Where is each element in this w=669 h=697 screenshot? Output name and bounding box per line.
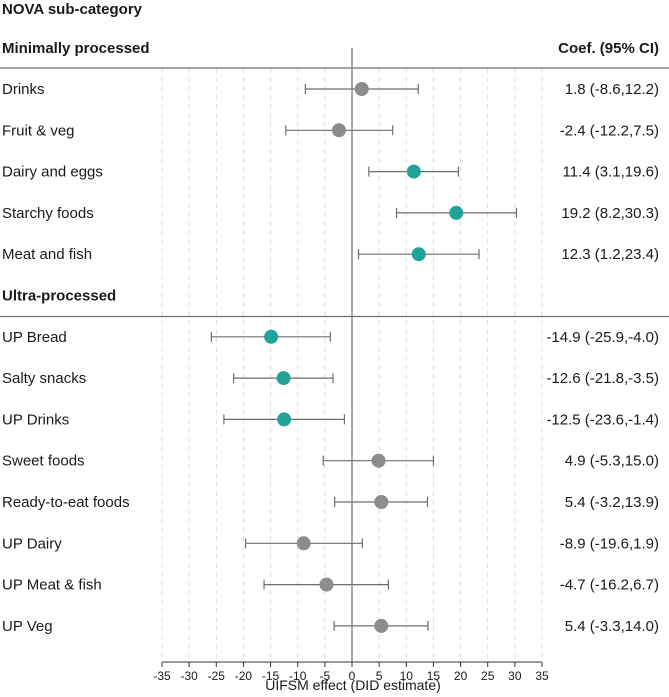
point-estimate (411, 247, 426, 262)
coef-value: -12.5 (-23.6,-1.4) (546, 411, 659, 428)
coef-value: -12.6 (-21.8,-3.5) (546, 370, 659, 387)
point-estimate (371, 453, 386, 468)
coef-value: 11.4 (3.1,19.6) (563, 164, 659, 181)
x-tick-label: 15 (427, 669, 441, 683)
point-estimate (296, 536, 311, 551)
x-tick-label: 10 (400, 669, 414, 683)
row-label: Ready-to-eat foods (2, 494, 130, 511)
row-label: Sweet foods (2, 453, 85, 470)
chart-title: NOVA sub-category (2, 1, 143, 18)
coef-value: -2.4 (-12.2,7.5) (560, 122, 659, 139)
point-estimate (277, 412, 292, 427)
x-axis: -35 -30 -25 -20 -15 -10 -5 0 5 10 15 20 25 30 35 (153, 661, 549, 683)
coef-value: 1.8 (-8.6,12.2) (565, 81, 659, 98)
coef-value: -14.9 (-25.9,-4.0) (546, 329, 659, 346)
x-tick-label: -35 (153, 669, 171, 683)
x-tick-label: -25 (208, 669, 226, 683)
row-label: UP Bread (2, 329, 67, 346)
x-tick-label: -20 (235, 669, 253, 683)
x-tick-label: -15 (262, 669, 280, 683)
x-tick-label: 35 (535, 669, 549, 683)
point-estimate (331, 123, 346, 138)
row-label: Fruit & veg (2, 122, 75, 139)
point-estimate (374, 495, 389, 509)
point-estimate (354, 82, 369, 96)
row-label: UP Drinks (2, 411, 69, 428)
coef-value: 5.4 (-3.3,14.0) (565, 618, 659, 635)
row-label: UP Meat & fish (2, 577, 102, 594)
x-tick-label: -30 (180, 669, 198, 683)
coef-header: Coef. (95% CI) (558, 40, 659, 57)
row-label: Drinks (2, 81, 45, 98)
x-tick-label: 20 (454, 669, 468, 683)
row-label: UP Veg (2, 618, 53, 635)
point-estimate (449, 205, 464, 220)
x-tick-label: -5 (320, 669, 331, 683)
coef-value: 19.2 (8.2,30.3) (561, 205, 659, 222)
point-estimate (406, 164, 421, 179)
point-estimate (374, 618, 389, 633)
point-estimate (264, 329, 279, 344)
row-label: Starchy foods (2, 205, 94, 222)
group-header: Minimally processed (2, 40, 150, 57)
coef-value: -8.9 (-19.6,1.9) (560, 535, 659, 552)
coef-value: -4.7 (-16.2,6.7) (560, 577, 659, 594)
gridlines (161, 48, 543, 662)
coef-value: 5.4 (-3.2,13.9) (565, 494, 659, 511)
x-tick-label: 0 (349, 669, 356, 683)
row-label: Dairy and eggs (2, 164, 103, 181)
coef-value: 12.3 (1.2,23.4) (561, 246, 659, 263)
coef-value: 4.9 (-5.3,15.0) (565, 453, 659, 470)
group-header: Ultra-processed (2, 288, 116, 305)
x-tick-label: 5 (376, 669, 383, 683)
point-estimate (276, 371, 291, 386)
x-tick-label: 25 (481, 669, 495, 683)
row-label: Meat and fish (2, 246, 92, 263)
row-label: UP Dairy (2, 535, 62, 552)
row-label: Salty snacks (2, 370, 86, 387)
plot-rows: Minimally processed Coef. (95% CI) Drinks 1… (0, 40, 669, 635)
x-axis-label: UIFSM effect (DID estimate) (265, 677, 441, 693)
point-estimate (319, 577, 334, 592)
x-tick-label: 30 (508, 669, 522, 683)
x-tick-label: -10 (289, 669, 307, 683)
